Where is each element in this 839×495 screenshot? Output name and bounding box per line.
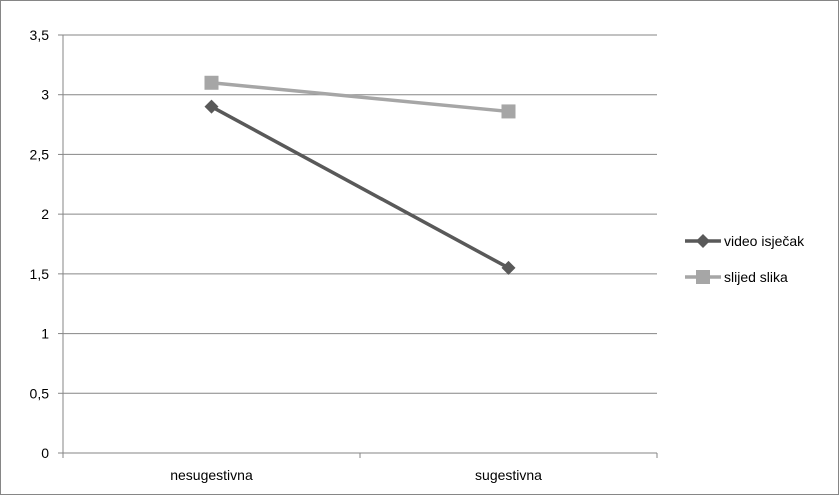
series-group — [204, 75, 516, 275]
y-tick-label: 0,5 — [30, 385, 50, 401]
gridlines — [63, 34, 657, 394]
data-point — [204, 99, 219, 114]
legend-item: slijed slika — [685, 269, 788, 285]
y-tick-label: 1 — [41, 326, 49, 342]
legend-label: video isječak — [724, 233, 805, 249]
y-tick-label: 0 — [41, 445, 49, 461]
y-tick-labels: 0 0,5 1 1,5 2 2,5 3 3,5 — [30, 27, 50, 461]
data-point — [501, 260, 516, 275]
y-tick-label: 3,5 — [30, 27, 50, 43]
data-point — [501, 104, 516, 119]
y-tick-label: 3 — [41, 87, 49, 103]
y-tick-label: 2 — [41, 206, 49, 222]
axes — [58, 34, 658, 458]
x-tick-label: sugestivna — [475, 467, 542, 483]
y-tick-label: 1,5 — [30, 266, 50, 282]
legend-item: video isječak — [685, 233, 805, 249]
series-1 — [204, 75, 516, 119]
legend-swatch-marker — [696, 270, 710, 284]
x-tick-labels: nesugestivna sugestivna — [170, 467, 542, 483]
y-tick-label: 2,5 — [30, 146, 50, 162]
series-0 — [204, 99, 516, 275]
x-tick-label: nesugestivna — [170, 467, 253, 483]
legend-swatch-marker — [696, 234, 710, 248]
legend-label: slijed slika — [724, 269, 788, 285]
series-line — [210, 105, 510, 270]
series-line — [211, 81, 509, 114]
legend: video isječak slijed slika — [685, 233, 805, 285]
data-point — [204, 75, 219, 90]
